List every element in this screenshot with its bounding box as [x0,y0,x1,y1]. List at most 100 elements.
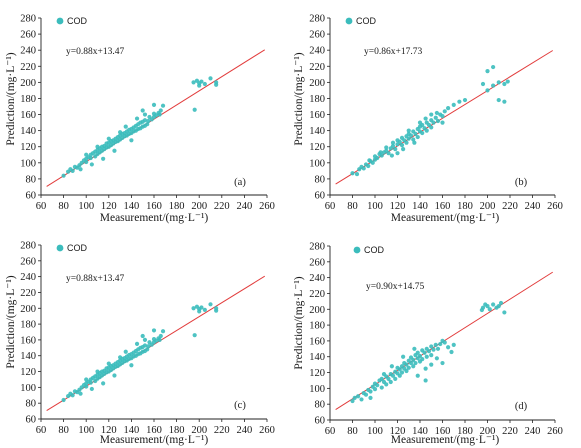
data-point [208,302,213,307]
data-point [146,344,151,349]
data-point [350,398,355,404]
data-point [199,79,204,84]
x-tick-label: 240 [237,201,253,212]
data-point [368,389,373,394]
data-point [404,368,409,374]
data-point [379,376,384,381]
x-tick-label: 240 [525,201,541,212]
data-point [368,395,373,400]
data-point [423,366,428,371]
legend: COD [353,245,385,255]
data-point [214,82,219,87]
y-tick-label: 280 [20,14,36,25]
y-tick-label: 200 [20,304,36,315]
x-tick-label: 260 [259,425,275,436]
x-tick-label: 220 [502,426,518,437]
data-point [134,116,140,121]
y-tick-label: 100 [20,158,36,169]
data-point [61,397,66,403]
data-point [123,124,128,129]
y-axis-title: Prediction/(mg·L⁻¹) [5,275,17,368]
data-point [434,356,439,361]
y-tick-label: 140 [309,352,325,363]
data-point [412,140,417,145]
y-tick-label: 120 [309,368,325,379]
data-point [446,345,451,350]
data-point [142,343,148,348]
data-point [440,114,445,119]
data-point [70,168,75,173]
data-point [429,344,434,349]
y-tick-label: 140 [20,351,36,362]
data-point [397,139,402,144]
data-point [208,76,213,81]
x-tick-label: 100 [367,426,383,437]
data-point [388,379,393,385]
data-point [158,333,163,339]
data-point [429,362,434,367]
data-point [84,152,89,157]
data-point [429,353,434,358]
y-tick-label: 80 [26,399,37,410]
panel-d: Prediction/(mg·L⁻¹) Measurement/(mg·L⁻¹)… [293,242,563,447]
data-point [354,171,360,177]
data-point [112,373,117,378]
x-tick-label: 160 [146,425,162,436]
data-point [389,364,394,369]
data-point [359,397,364,402]
data-point [449,349,454,355]
data-point [502,99,507,104]
x-tick-label: 180 [169,201,185,212]
data-point [123,349,128,354]
x-tick-label: 260 [259,201,275,212]
data-point [118,355,123,360]
data-point [415,373,420,378]
data-point [192,333,197,338]
data-point [496,80,501,85]
data-point [145,347,150,352]
data-point [451,102,456,107]
data-point [420,357,425,362]
data-point [393,376,398,381]
data-point [424,128,429,133]
data-point [160,103,166,108]
y-tick-label: 160 [309,110,325,121]
data-point [191,306,196,311]
y-tick-label: 240 [309,273,325,284]
y-tick-label: 140 [309,126,325,137]
x-axis-title: Measurement/(mg·L⁻¹) [100,212,209,224]
data-point [129,363,134,368]
x-tick-label: 140 [412,426,428,437]
y-tick-label: 100 [309,384,325,395]
data-point [197,309,202,314]
data-point [350,171,355,176]
y-tick-label: 260 [309,257,325,268]
data-point [438,341,443,347]
x-tick-label: 100 [367,201,383,212]
data-point [502,310,507,315]
data-point [406,136,411,141]
x-tick-label: 220 [214,425,230,436]
x-tick-label: 140 [124,425,140,436]
data-point [502,81,507,87]
y-tick-label: 80 [26,174,37,185]
y-tick-label: 60 [315,416,326,427]
data-point [505,79,510,84]
data-point [423,378,428,383]
y-tick-label: 100 [309,158,325,169]
data-point [378,150,383,155]
data-point [431,347,436,352]
data-point [399,143,405,148]
y-tick-label: 80 [315,174,326,185]
x-tick-label: 240 [237,425,253,436]
x-tick-label: 60 [36,201,47,212]
y-axis-title: Prediction/(mg·L⁻¹) [293,276,305,369]
data-point [78,167,83,172]
x-tick-label: 220 [502,201,518,212]
data-point [424,354,429,359]
y-tick-label: 120 [20,142,36,153]
x-tick-label: 120 [390,201,406,212]
x-axis-title: Measurement/(mg·L⁻¹) [391,434,500,446]
x-tick-label: 60 [325,426,336,437]
